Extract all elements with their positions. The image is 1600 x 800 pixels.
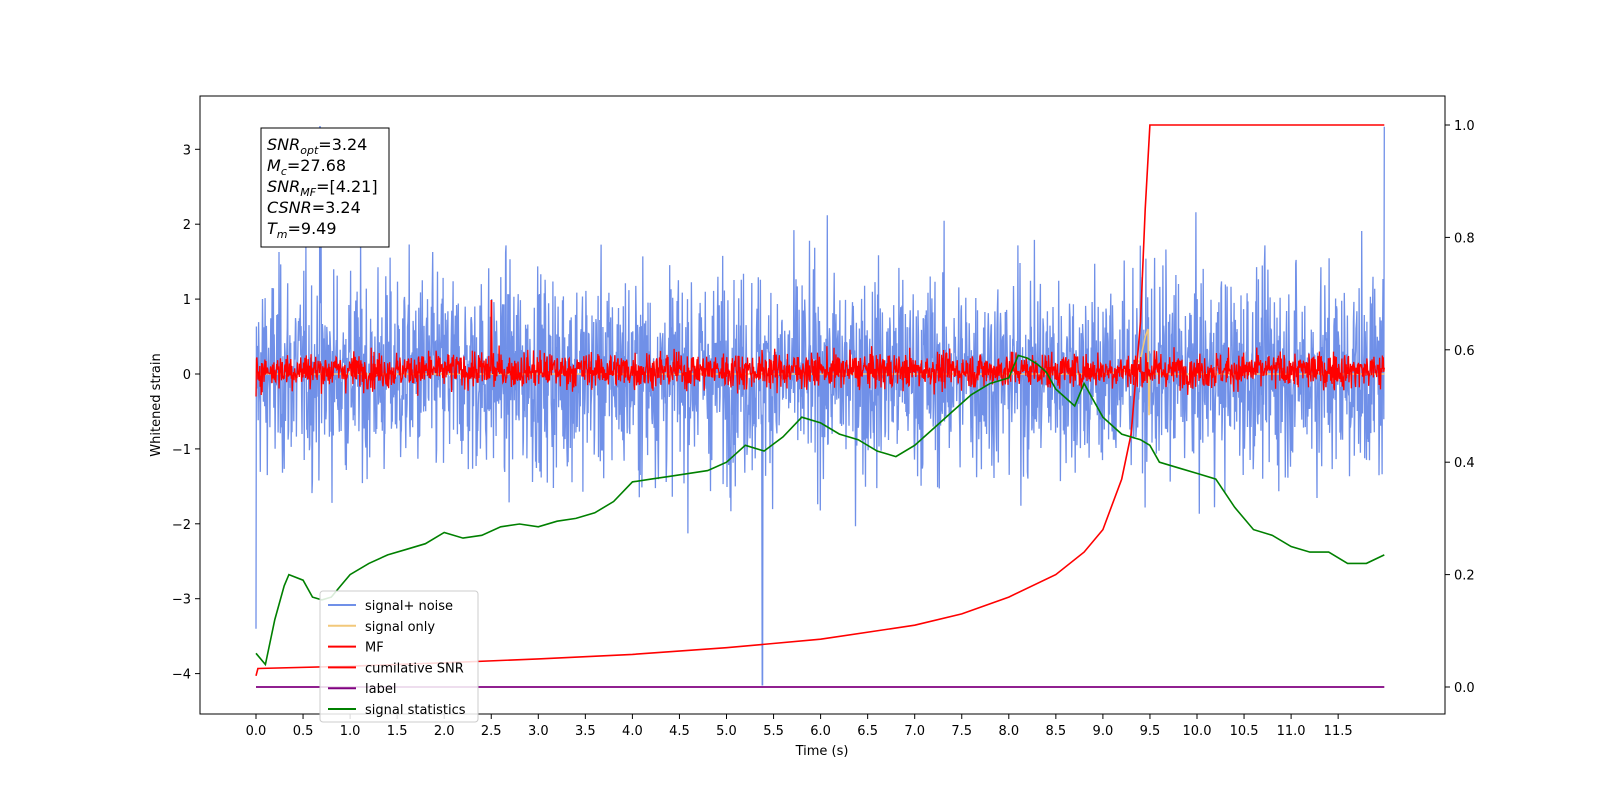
left-y-axis-ticks: 3 2 1 0 −1 −2 −3 −4 xyxy=(172,143,200,683)
info-box-frame xyxy=(260,127,390,248)
info-line: Tm=9.49 xyxy=(267,219,337,241)
x-tick-label: 0.5 xyxy=(293,724,314,739)
legend-entry-label: signal+ noise xyxy=(365,599,453,614)
x-tick-label: 10.5 xyxy=(1230,724,1259,739)
legend-entry-label: signal statistics xyxy=(365,703,466,718)
x-axis-ticks: 0.0 0.5 1.0 1.5 2.0 2.5 3.0 3.5 4.0 4.5 5.0 5.5 6.0 6… xyxy=(246,714,1353,739)
legend: signal+ noise signal only MF cumilative SNR… xyxy=(319,590,479,723)
x-tick-label: 5.0 xyxy=(716,724,737,739)
x-tick-label: 3.5 xyxy=(575,724,596,739)
info-line: SNRMF=[4.21] xyxy=(267,177,378,199)
left-y-tick-label: −2 xyxy=(172,518,191,533)
right-y-tick-label: 0.0 xyxy=(1454,681,1475,696)
legend-entry-label: cumilative SNR xyxy=(365,661,464,676)
info-box: SNRopt=3.24Mc=27.68SNRMF=[4.21]CSNR=3.24… xyxy=(260,127,390,248)
left-y-tick-label: 3 xyxy=(183,143,191,158)
left-y-tick-label: −4 xyxy=(172,668,191,683)
right-y-tick-label: 0.6 xyxy=(1454,344,1475,359)
series-signal-statistics-line xyxy=(255,354,1385,667)
info-line: CSNR=3.24 xyxy=(267,198,361,217)
left-y-tick-label: 1 xyxy=(183,293,191,308)
x-tick-label: 11.0 xyxy=(1277,724,1306,739)
x-tick-label: 5.5 xyxy=(763,724,784,739)
x-tick-label: 6.5 xyxy=(857,724,878,739)
right-y-tick-label: 0.2 xyxy=(1454,569,1475,584)
legend-entry-label: signal only xyxy=(365,620,435,635)
series-mf-line xyxy=(255,299,1385,397)
left-y-tick-label: 0 xyxy=(183,368,191,383)
info-line: SNRopt=3.24 xyxy=(267,135,367,157)
x-tick-label: 1.0 xyxy=(340,724,361,739)
right-y-tick-label: 0.8 xyxy=(1454,231,1475,246)
x-tick-label: 7.0 xyxy=(904,724,925,739)
right-y-axis-ticks: 1.0 0.8 0.6 0.4 0.2 0.0 xyxy=(1445,119,1475,696)
plot-frame xyxy=(199,95,1446,715)
left-y-tick-label: 2 xyxy=(183,218,191,233)
x-tick-label: 10.0 xyxy=(1183,724,1212,739)
left-y-tick-label: −1 xyxy=(172,443,191,458)
x-tick-label: 2.0 xyxy=(434,724,455,739)
x-tick-label: 11.5 xyxy=(1324,724,1353,739)
legend-entry-label: label xyxy=(365,682,396,697)
left-y-tick-label: −3 xyxy=(172,593,191,608)
x-tick-label: 3.0 xyxy=(528,724,549,739)
right-y-tick-label: 0.4 xyxy=(1454,456,1475,471)
x-tick-label: 8.5 xyxy=(1046,724,1067,739)
info-line: Mc=27.68 xyxy=(267,156,346,178)
x-tick-label: 7.5 xyxy=(951,724,972,739)
x-tick-label: 1.5 xyxy=(387,724,408,739)
x-tick-label: 9.0 xyxy=(1093,724,1114,739)
x-tick-label: 2.5 xyxy=(481,724,502,739)
x-tick-label: 4.5 xyxy=(669,724,690,739)
legend-frame xyxy=(319,590,479,723)
left-y-axis-label: Whitened strain xyxy=(149,353,164,456)
x-tick-label: 4.0 xyxy=(622,724,643,739)
x-axis-label: Time (s) xyxy=(795,744,849,759)
x-tick-label: 6.0 xyxy=(810,724,831,739)
right-y-tick-label: 1.0 xyxy=(1454,119,1475,134)
x-tick-label: 0.0 xyxy=(246,724,267,739)
legend-entry-label: MF xyxy=(365,641,384,656)
x-tick-label: 8.0 xyxy=(998,724,1019,739)
x-tick-label: 9.5 xyxy=(1140,724,1161,739)
